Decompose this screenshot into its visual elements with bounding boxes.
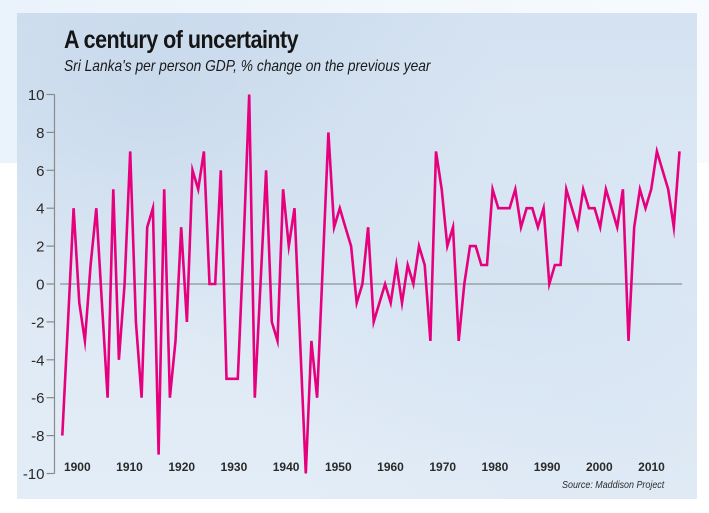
x-tick-label: 1990 (534, 460, 561, 474)
x-tick-label: 1920 (168, 460, 195, 474)
x-axis: 1900 1910 1920 1930 1940 1950 1960 1970 1980 1990… (64, 460, 665, 474)
y-tick-label: -2 (31, 314, 44, 331)
chart-panel (17, 13, 697, 499)
x-tick-label: 2010 (638, 460, 665, 474)
y-tick-label: 10 (28, 87, 45, 104)
y-tick-label: 2 (36, 239, 44, 256)
x-tick-label: 1900 (64, 460, 91, 474)
chart-title: A century of uncertainty (64, 26, 299, 54)
y-tick-label: -8 (31, 428, 44, 445)
chart-subtitle: Sri Lanka's per person GDP, % change on … (64, 58, 431, 75)
x-tick-label: 1960 (377, 460, 404, 474)
y-tick-label: -6 (31, 390, 44, 407)
source-note: Source: Maddison Project (561, 479, 664, 491)
x-tick-label: 2000 (586, 460, 613, 474)
series-line (61, 94, 681, 474)
y-tick-label: 6 (36, 163, 44, 180)
y-tick-label: -10 (23, 466, 45, 483)
x-tick-label: 1910 (116, 460, 143, 474)
y-tick-label: -4 (31, 352, 44, 369)
x-tick-label: 1970 (429, 460, 456, 474)
y-axis: 10 8 6 4 2 0 -2 -4 -6 -8 -10 (23, 87, 56, 483)
y-tick-label: 0 (36, 277, 44, 294)
x-tick-label: 1950 (325, 460, 352, 474)
x-tick-label: 1980 (482, 460, 509, 474)
y-tick-label: 4 (36, 201, 44, 218)
series-group (61, 94, 681, 474)
y-tick-label: 8 (36, 125, 44, 142)
x-tick-label: 1930 (221, 460, 248, 474)
x-tick-label: 1940 (273, 460, 300, 474)
